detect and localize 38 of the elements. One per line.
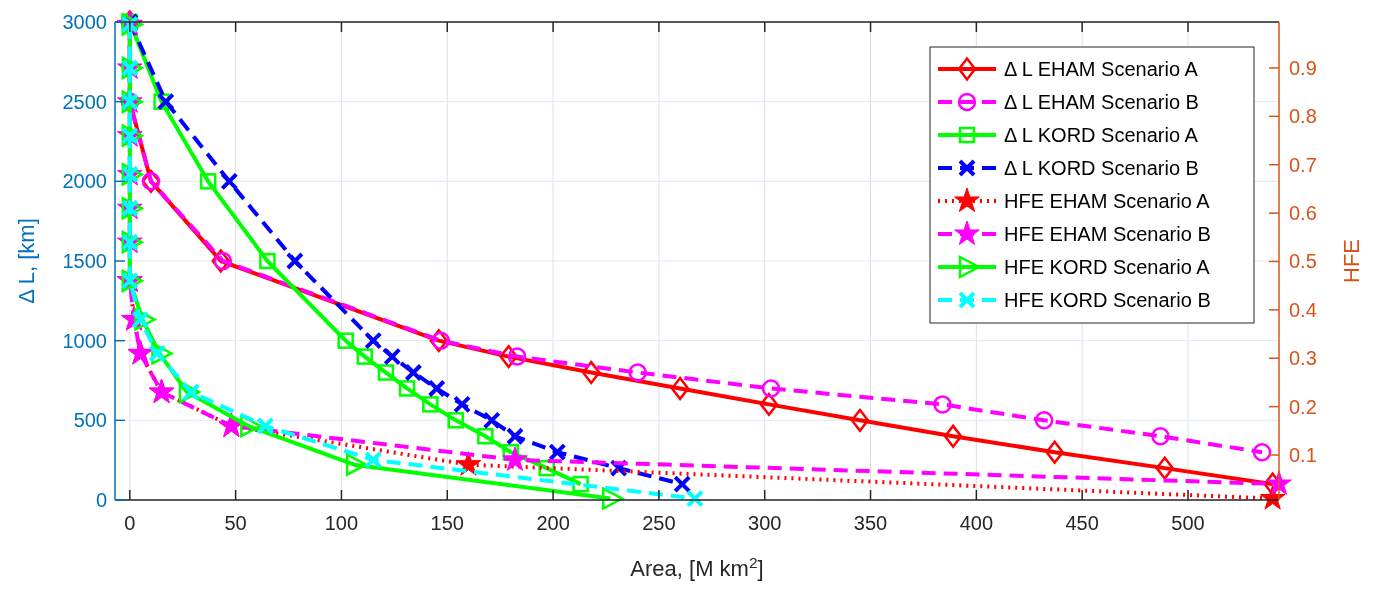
x-tick-label: 50	[224, 512, 247, 534]
legend-label: Δ L EHAM Scenario A	[1004, 58, 1199, 80]
legend-label: HFE EHAM Scenario B	[1004, 223, 1211, 245]
legend-label: Δ L KORD Scenario A	[1004, 124, 1199, 146]
x-tick-label: 300	[748, 512, 782, 534]
y-tick-label: 2500	[62, 90, 107, 113]
y2-tick-label: 0.8	[1289, 105, 1317, 128]
x-axis-title: Area, [M km$^{2}$]	[630, 553, 764, 581]
y2-tick-label: 0.7	[1289, 153, 1317, 176]
y-tick-label: 0	[95, 489, 107, 511]
x-tick-label: 150	[430, 512, 464, 534]
x-tick-label: 250	[642, 512, 676, 534]
x-tick-label: 100	[324, 512, 359, 534]
y2-axis-title: HFE	[1339, 239, 1364, 283]
legend-label: Δ L EHAM Scenario B	[1004, 91, 1199, 113]
y-tick-label: 500	[73, 409, 107, 432]
y-tick-label: 1500	[62, 250, 107, 272]
x-tick-label: 0	[124, 512, 136, 534]
x-tick-label: 350	[853, 512, 888, 534]
y2-tick-label: 0.9	[1289, 56, 1317, 79]
y2-tick-label: 0.1	[1289, 444, 1317, 467]
y-tick-label: 3000	[62, 11, 107, 33]
y2-tick-label: 0.4	[1289, 298, 1317, 321]
legend-label: HFE KORD Scenario A	[1004, 256, 1211, 278]
y2-tick-label: 0.5	[1289, 250, 1317, 273]
y-tick-label: 1000	[62, 329, 107, 352]
legend-label: HFE KORD Scenario B	[1004, 289, 1211, 311]
y2-tick-label: 0.3	[1289, 347, 1317, 370]
y-axis-title: Δ L, [km]	[14, 218, 39, 304]
x-tick-label: 200	[536, 512, 570, 534]
y2-tick-label: 0.6	[1289, 202, 1317, 225]
legend-label: HFE EHAM Scenario A	[1004, 190, 1211, 212]
legend-label: Δ L KORD Scenario B	[1004, 157, 1199, 179]
x-tick-label: 500	[1171, 512, 1205, 534]
x-tick-label: 400	[959, 512, 994, 534]
y-tick-label: 2000	[62, 170, 107, 193]
y2-tick-label: 0.2	[1289, 395, 1317, 418]
x-tick-label: 450	[1065, 512, 1099, 534]
